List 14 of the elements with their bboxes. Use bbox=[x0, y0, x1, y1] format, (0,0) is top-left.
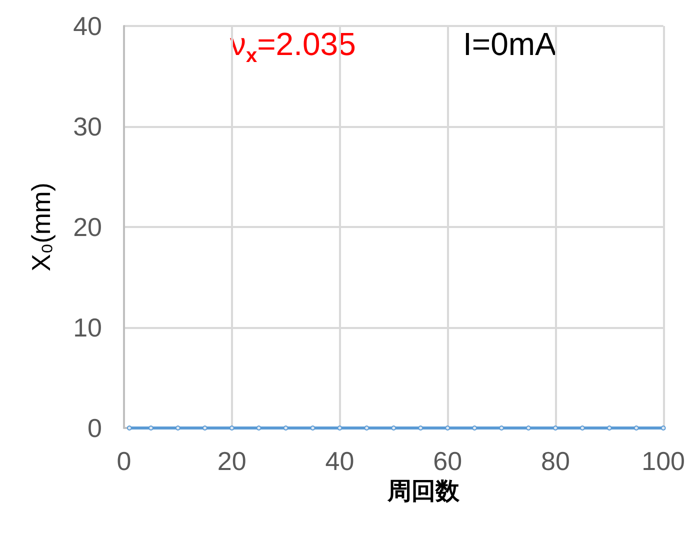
annotation: I=0mA bbox=[463, 26, 558, 62]
x-tick-label: 40 bbox=[325, 446, 354, 476]
x-tick-label: 60 bbox=[433, 446, 462, 476]
x-tick-label: 100 bbox=[642, 446, 686, 476]
y-tick-label: 0 bbox=[88, 413, 102, 443]
y-tick-label: 10 bbox=[73, 312, 102, 342]
y-axis-title: X₀(mm) bbox=[26, 182, 56, 272]
x-tick-label: 0 bbox=[116, 446, 132, 476]
y-tick-label: 30 bbox=[73, 112, 102, 142]
x-tick-label: 20 bbox=[217, 446, 246, 476]
y-tick-label: 20 bbox=[73, 212, 102, 242]
y-tick-label: 40 bbox=[73, 11, 102, 41]
x-axis-title: 周回数 bbox=[386, 476, 461, 505]
x-tick-label: 80 bbox=[540, 446, 570, 476]
